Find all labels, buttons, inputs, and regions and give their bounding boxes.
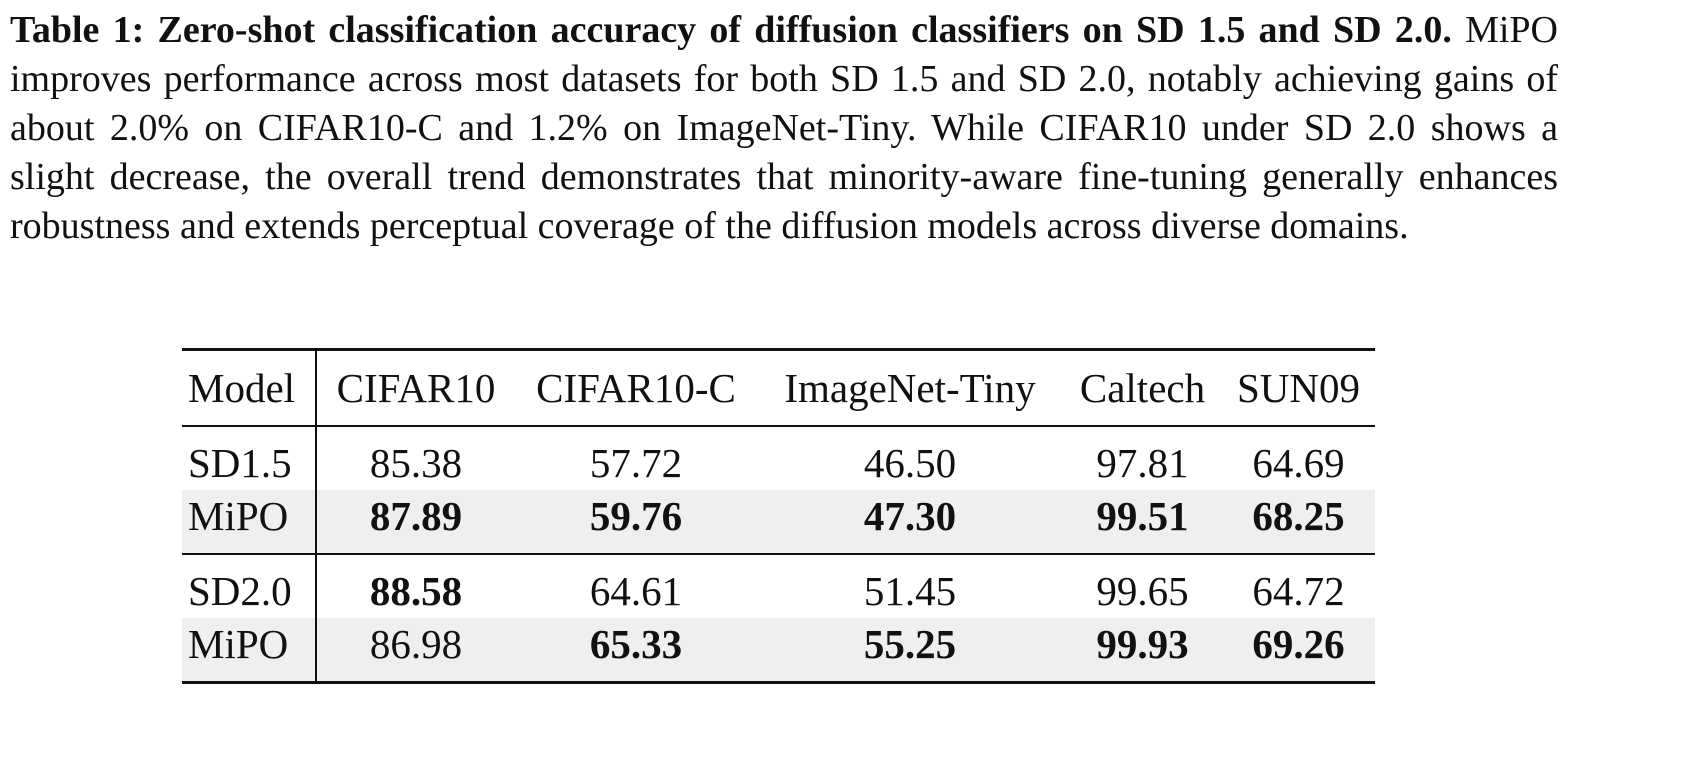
value-cell: 65.33 xyxy=(515,618,757,683)
column-header: CIFAR10 xyxy=(336,365,496,411)
column-header: Caltech xyxy=(1079,365,1206,411)
value-cell: 69.26 xyxy=(1222,618,1375,683)
model-cell: SD1.5 xyxy=(182,426,317,490)
caption-title: Zero-shot classification accuracy of dif… xyxy=(157,9,1452,51)
row-group: SD2.0 88.58 64.61 51.45 99.65 64.72 MiPO 86.98 6… xyxy=(182,554,1375,683)
value-cell: 88.58 xyxy=(369,568,463,614)
table-row: SD1.5 85.38 57.72 46.50 97.81 64.69 xyxy=(182,426,1375,490)
table-header: Model CIFAR10 CIFAR10-C ImageNet-Tiny Caltec… xyxy=(182,349,1375,426)
value-cell: 85.38 xyxy=(369,440,463,486)
model-cell: MiPO xyxy=(182,618,317,683)
value-cell: 99.65 xyxy=(1096,568,1189,614)
value-cell: 99.51 xyxy=(1063,490,1222,554)
column-header: ImageNet-Tiny xyxy=(784,365,1036,411)
value-cell: 64.61 xyxy=(589,568,683,614)
table-row: MiPO 86.98 65.33 55.25 99.93 69.26 xyxy=(182,618,1375,683)
value-cell: 64.69 xyxy=(1252,440,1345,486)
value-cell: 55.25 xyxy=(757,618,1063,683)
value-cell: 46.50 xyxy=(863,440,957,486)
column-header: Model xyxy=(182,349,317,426)
column-header: SUN09 xyxy=(1236,365,1361,411)
value-cell: 99.93 xyxy=(1063,618,1222,683)
caption-text: MiPO improves performance across most da… xyxy=(10,9,1558,247)
value-cell: 68.25 xyxy=(1222,490,1375,554)
value-cell: 97.81 xyxy=(1096,440,1189,486)
value-cell: 51.45 xyxy=(863,568,957,614)
value-cell: 86.98 xyxy=(316,618,515,683)
value-cell: 87.89 xyxy=(316,490,515,554)
value-cell: 57.72 xyxy=(589,440,683,486)
table-row: MiPO 87.89 59.76 47.30 99.51 68.25 xyxy=(182,490,1375,554)
caption: Table 1: Zero-shot classification accura… xyxy=(10,6,1558,251)
results-table: Model CIFAR10 CIFAR10-C ImageNet-Tiny Caltec… xyxy=(182,348,1375,684)
value-cell: 47.30 xyxy=(757,490,1063,554)
row-group: SD1.5 85.38 57.72 46.50 97.81 64.69 MiPO 87.89 5… xyxy=(182,426,1375,554)
value-cell: 59.76 xyxy=(515,490,757,554)
column-header: CIFAR10-C xyxy=(536,365,736,411)
model-cell: MiPO xyxy=(182,490,317,554)
header-row: Model CIFAR10 CIFAR10-C ImageNet-Tiny Caltec… xyxy=(182,349,1375,426)
value-cell: 64.72 xyxy=(1252,568,1345,614)
table-row: SD2.0 88.58 64.61 51.45 99.65 64.72 xyxy=(182,554,1375,618)
model-cell: SD2.0 xyxy=(182,554,317,618)
caption-label: Table 1: xyxy=(10,9,145,51)
